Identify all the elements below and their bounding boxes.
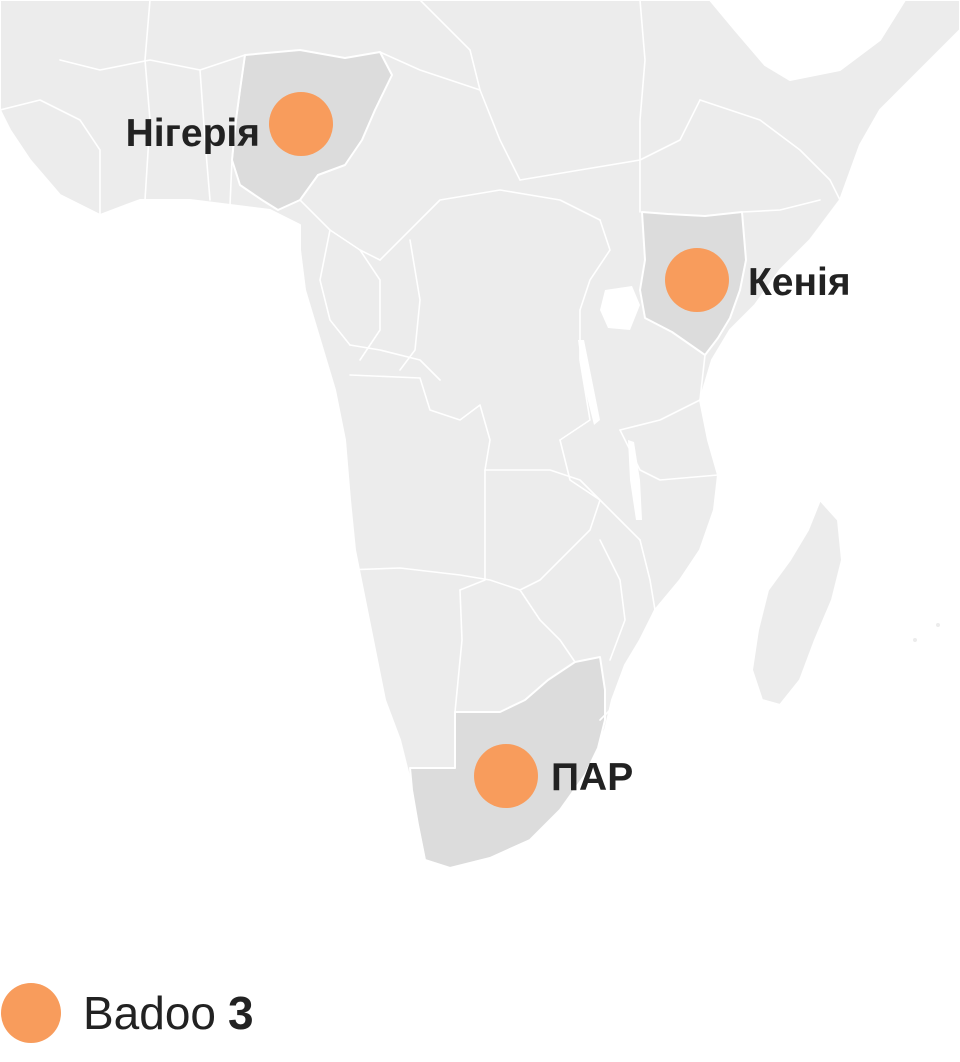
lake-tanganyika [578, 340, 600, 425]
country-borders [0, 0, 840, 768]
south-africa-label: ПАР [551, 756, 633, 799]
small-island [911, 636, 919, 644]
legend-count: 3 [228, 987, 254, 1039]
legend-marker-swatch [1, 983, 61, 1043]
kenya-label: Кенія [748, 261, 851, 304]
nigeria-label: Нігерія [126, 112, 260, 155]
lake-victoria [600, 286, 640, 330]
legend-label: Badoo [83, 987, 217, 1039]
lake-malawi [628, 440, 642, 520]
small-island [934, 621, 942, 629]
madagascar-island [751, 499, 843, 706]
kenya-marker [665, 248, 729, 312]
map-legend: Badoo 3 [0, 982, 254, 1044]
south-africa-marker [474, 744, 538, 808]
legend-text: Badoo 3 [83, 982, 254, 1044]
nigeria-marker [269, 92, 333, 156]
